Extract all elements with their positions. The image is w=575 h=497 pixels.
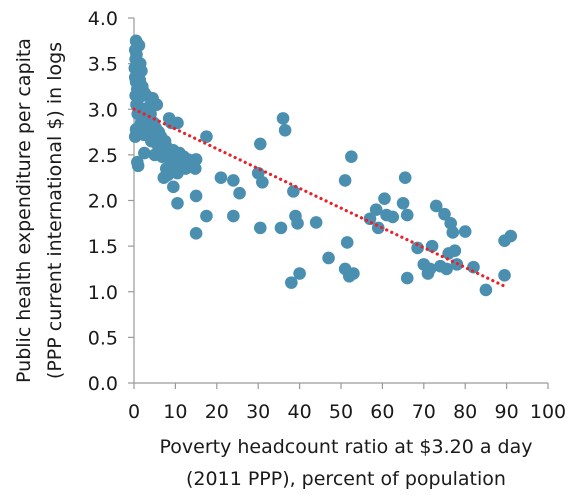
data-point	[291, 217, 304, 230]
data-point	[396, 196, 410, 210]
y-tick-label: 4.0	[88, 8, 118, 30]
y-tick-label: 0.5	[88, 327, 118, 349]
data-point	[171, 196, 184, 210]
x-tick-label: 50	[329, 401, 353, 423]
data-point	[446, 226, 460, 239]
data-point	[378, 192, 391, 205]
trendline	[132, 107, 509, 289]
x-tick-label: 10	[163, 401, 187, 423]
data-point	[233, 186, 246, 200]
data-point	[347, 267, 360, 280]
data-point	[448, 244, 462, 257]
data-point	[214, 171, 228, 184]
data-point	[438, 207, 451, 221]
data-point	[276, 112, 290, 125]
x-tick-label: 90	[495, 401, 519, 423]
data-point	[467, 260, 480, 274]
axis-labels: 0.0 0.5 1.0 1.5 2.0 2.5 3.0 3.5 4.0 0 10 20 30 40 50 60…	[13, 8, 566, 490]
data-point	[189, 153, 203, 166]
data-point	[340, 236, 354, 249]
data-point	[363, 212, 377, 226]
data-point	[256, 175, 269, 189]
data-point	[285, 276, 298, 289]
data-point	[429, 199, 443, 213]
data-point	[253, 137, 267, 151]
data-point	[200, 209, 213, 223]
data-point	[322, 251, 335, 265]
data-points	[128, 34, 518, 297]
data-point	[309, 216, 323, 229]
x-tick-label: 60	[370, 401, 394, 423]
y-tick-label: 2.5	[88, 145, 118, 167]
trendline-layer	[132, 107, 509, 289]
data-point	[167, 180, 180, 194]
data-point	[504, 229, 518, 243]
data-point	[171, 116, 184, 130]
data-point	[398, 171, 412, 184]
data-point	[338, 174, 352, 187]
y-tick-label: 2.0	[88, 191, 118, 213]
data-point	[400, 208, 414, 222]
x-axis-title-line: (2011 PPP), percent of population	[186, 468, 506, 490]
data-point	[479, 283, 493, 297]
x-tick-label: 30	[246, 401, 270, 423]
data-point	[138, 146, 151, 160]
data-point	[369, 203, 383, 216]
data-point	[411, 241, 424, 255]
data-point	[278, 123, 292, 137]
y-tick-label: 0.0	[88, 373, 118, 395]
data-point	[458, 225, 472, 238]
x-tick-label: 70	[412, 401, 436, 423]
x-axis-title-line: Poverty headcount ratio at $3.20 a day	[159, 436, 532, 458]
y-tick-label: 3.5	[88, 54, 118, 76]
data-point	[188, 162, 202, 175]
data-point	[293, 267, 306, 280]
y-axis-title-line: Public health expenditure per capita	[13, 38, 35, 383]
data-point	[287, 185, 300, 198]
data-point	[131, 159, 145, 173]
y-tick-label: 3.0	[88, 99, 118, 121]
x-tick-label: 40	[288, 401, 312, 423]
data-point	[274, 221, 288, 235]
data-point	[400, 271, 414, 285]
data-point	[157, 171, 171, 184]
data-point	[386, 210, 400, 224]
x-tick-label: 100	[530, 401, 566, 423]
y-axis-title-line: (PPP current international $) in logs	[44, 42, 66, 379]
data-point	[440, 262, 453, 276]
x-tick-label: 0	[128, 401, 140, 423]
x-tick-label: 80	[453, 401, 477, 423]
data-point	[179, 162, 193, 175]
data-point	[345, 150, 358, 163]
data-point	[423, 262, 437, 276]
data-point	[253, 221, 267, 235]
data-point	[200, 130, 213, 143]
data-point	[227, 209, 240, 223]
y-tick-label: 1.0	[88, 282, 118, 304]
x-tick-label: 20	[205, 401, 229, 423]
data-point	[498, 269, 511, 282]
data-point	[227, 174, 240, 187]
axes	[128, 17, 549, 389]
data-point	[128, 130, 142, 143]
data-point	[425, 239, 439, 253]
y-tick-label: 1.5	[88, 236, 118, 258]
data-point	[189, 227, 203, 240]
data-point	[189, 189, 203, 203]
